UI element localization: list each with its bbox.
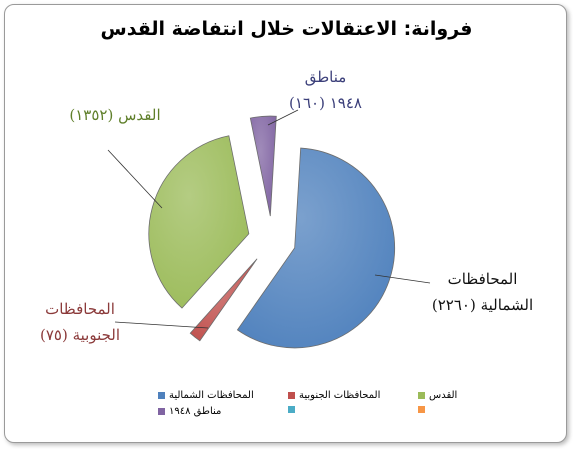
- legend-swatch: [418, 392, 425, 399]
- legend-item: القدس: [418, 390, 457, 401]
- legend-swatch: [158, 408, 165, 415]
- legend-label: القدس: [429, 390, 458, 401]
- data-label-category: المحافظات الجنوبية: [45, 300, 121, 344]
- legend-swatch: [288, 406, 295, 413]
- leader-line: [267, 109, 299, 126]
- data-label-value: (٢٢٦٠): [431, 296, 476, 314]
- data-label: المحافظات الجنوبية (٧٥): [30, 296, 130, 348]
- legend-item: [418, 406, 429, 413]
- chart-frame: [4, 4, 567, 443]
- legend-label: مناطق ١٩٤٨: [169, 406, 222, 417]
- data-label-value: (١٦٠): [289, 94, 325, 112]
- data-label-category: القدس: [118, 106, 161, 124]
- data-label: مناطق ١٩٤٨ (١٦٠): [288, 64, 363, 116]
- legend-item: المحافظات الشمالية: [158, 390, 254, 401]
- legend-item: المحافظات الجنوبية: [288, 390, 380, 401]
- data-label-category: المحافظات الشمالية: [447, 270, 534, 314]
- pie-slice: [189, 258, 258, 342]
- legend-label: المحافظات الجنوبية: [299, 390, 381, 401]
- pie-slice: [236, 147, 396, 349]
- data-label: المحافظات الشمالية (٢٢٦٠): [420, 266, 545, 318]
- legend-swatch: [158, 392, 165, 399]
- legend-item: مناطق ١٩٤٨: [158, 406, 221, 417]
- legend-item: [288, 406, 299, 413]
- data-label-value: (٧٥): [39, 326, 68, 344]
- legend-swatch: [288, 392, 295, 399]
- leader-line: [374, 274, 431, 284]
- pie-slice: [148, 135, 250, 309]
- leader-line: [107, 149, 163, 209]
- data-label-category: مناطق ١٩٤٨: [304, 68, 362, 112]
- pie-slice: [249, 115, 277, 217]
- chart-title: فروانة: الاعتقالات خلال انتفاضة القدس: [100, 18, 473, 40]
- legend-swatch: [418, 406, 425, 413]
- leader-line: [114, 321, 209, 329]
- legend-label: المحافظات الشمالية: [169, 390, 254, 401]
- data-label-value: (١٣٥٢): [69, 106, 114, 124]
- data-label: القدس (١٣٥٢): [60, 102, 170, 128]
